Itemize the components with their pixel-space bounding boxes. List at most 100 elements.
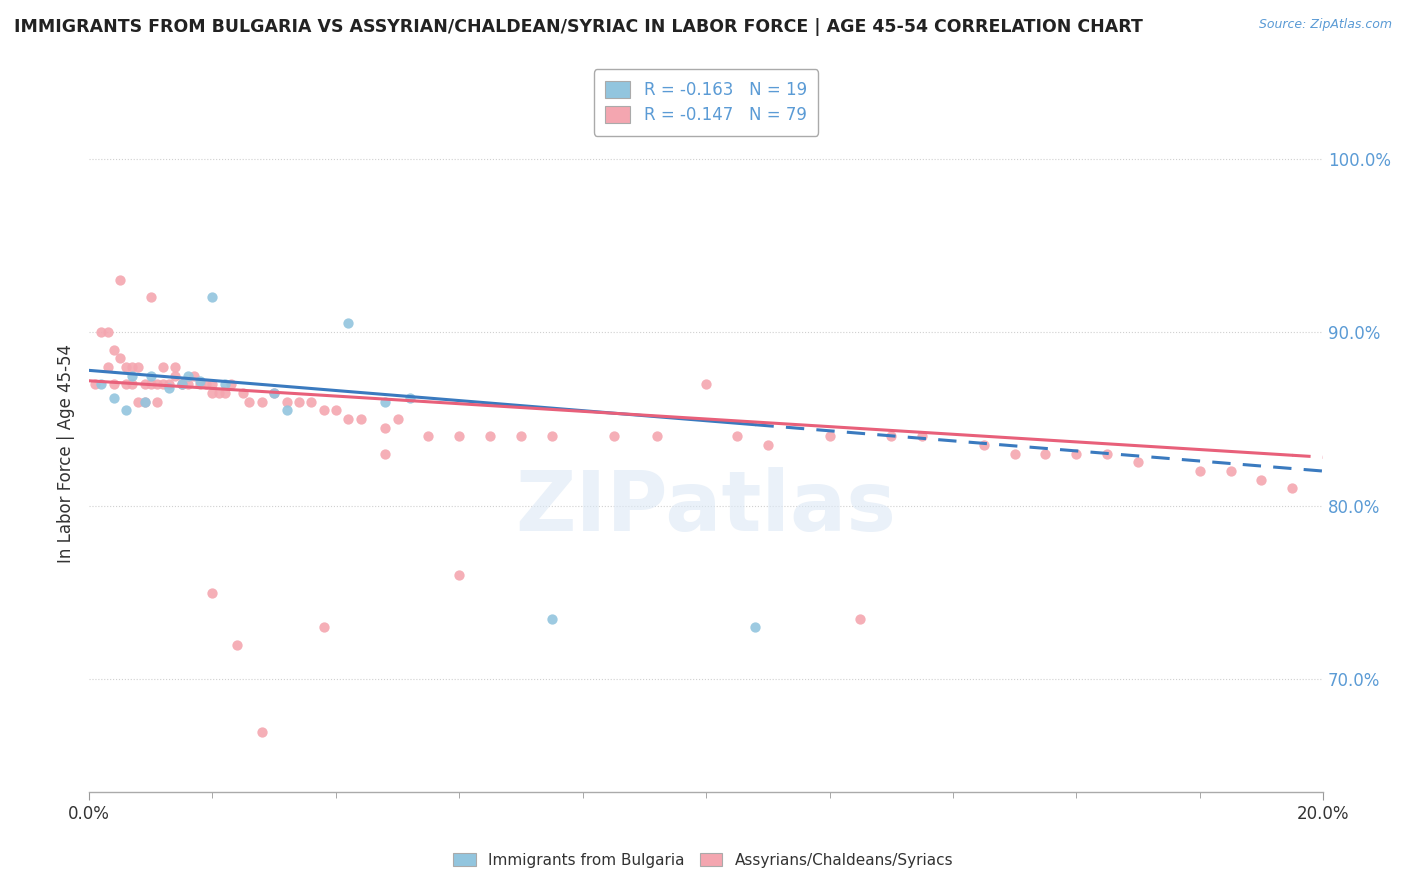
Point [134,377,156,392]
Point [134,394,156,409]
Point [208,386,231,401]
Point [219,377,242,392]
Point [299,394,322,409]
Point [1126,455,1149,469]
Point [1095,447,1118,461]
Legend: Immigrants from Bulgaria, Assyrians/Chaldeans/Syriacs: Immigrants from Bulgaria, Assyrians/Chal… [446,845,960,875]
Point [818,429,841,443]
Point [1035,447,1057,461]
Point [374,420,396,434]
Point [170,377,193,392]
Point [146,377,169,392]
Point [1250,473,1272,487]
Point [201,386,224,401]
Point [756,438,779,452]
Point [214,377,236,392]
Point [387,412,409,426]
Point [103,391,125,405]
Point [139,377,162,392]
Point [201,377,224,392]
Point [139,290,162,304]
Point [165,359,187,374]
Point [1004,447,1026,461]
Point [645,429,668,443]
Point [1066,447,1088,461]
Point [121,368,143,383]
Point [121,359,143,374]
Point [449,429,471,443]
Point [121,377,143,392]
Point [177,368,200,383]
Point [157,381,180,395]
Point [312,620,335,634]
Point [602,429,624,443]
Point [97,359,120,374]
Point [201,585,224,599]
Point [973,438,995,452]
Point [90,325,112,339]
Point [195,377,218,392]
Text: Source: ZipAtlas.com: Source: ZipAtlas.com [1258,18,1392,31]
Point [127,394,149,409]
Point [250,724,273,739]
Point [540,429,562,443]
Point [849,612,872,626]
Point [479,429,502,443]
Point [337,317,360,331]
Point [90,377,112,392]
Point [418,429,440,443]
Point [214,386,236,401]
Point [188,377,211,392]
Point [152,359,174,374]
Point [127,359,149,374]
Point [276,403,298,417]
Point [399,391,422,405]
Point [146,394,169,409]
Point [183,368,205,383]
Point [103,377,125,392]
Point [695,377,717,392]
Point [880,429,903,443]
Point [1219,464,1241,478]
Text: ZIPatlas: ZIPatlas [516,467,897,549]
Point [165,368,187,383]
Point [84,377,107,392]
Point [170,377,193,392]
Point [337,412,360,426]
Point [226,638,249,652]
Point [312,403,335,417]
Point [263,386,285,401]
Point [177,377,200,392]
Point [170,377,193,392]
Point [325,403,347,417]
Point [108,273,131,287]
Point [201,290,224,304]
Point [911,429,934,443]
Point [115,359,138,374]
Point [374,447,396,461]
Point [238,394,260,409]
Point [103,343,125,357]
Text: IMMIGRANTS FROM BULGARIA VS ASSYRIAN/CHALDEAN/SYRIAC IN LABOR FORCE | AGE 45-54 : IMMIGRANTS FROM BULGARIA VS ASSYRIAN/CHA… [14,18,1143,36]
Point [725,429,748,443]
Point [188,374,211,388]
Point [97,325,120,339]
Point [152,377,174,392]
Point [276,394,298,409]
Point [115,377,138,392]
Point [134,394,156,409]
Point [157,377,180,392]
Point [115,403,138,417]
Point [139,368,162,383]
Point [374,394,396,409]
Point [744,620,766,634]
Point [108,351,131,366]
Point [232,386,254,401]
Legend: R = -0.163   N = 19, R = -0.147   N = 79: R = -0.163 N = 19, R = -0.147 N = 79 [593,70,818,136]
Point [510,429,533,443]
Point [250,394,273,409]
Point [349,412,371,426]
Point [1281,482,1303,496]
Point [263,386,285,401]
Y-axis label: In Labor Force | Age 45-54: In Labor Force | Age 45-54 [58,344,75,563]
